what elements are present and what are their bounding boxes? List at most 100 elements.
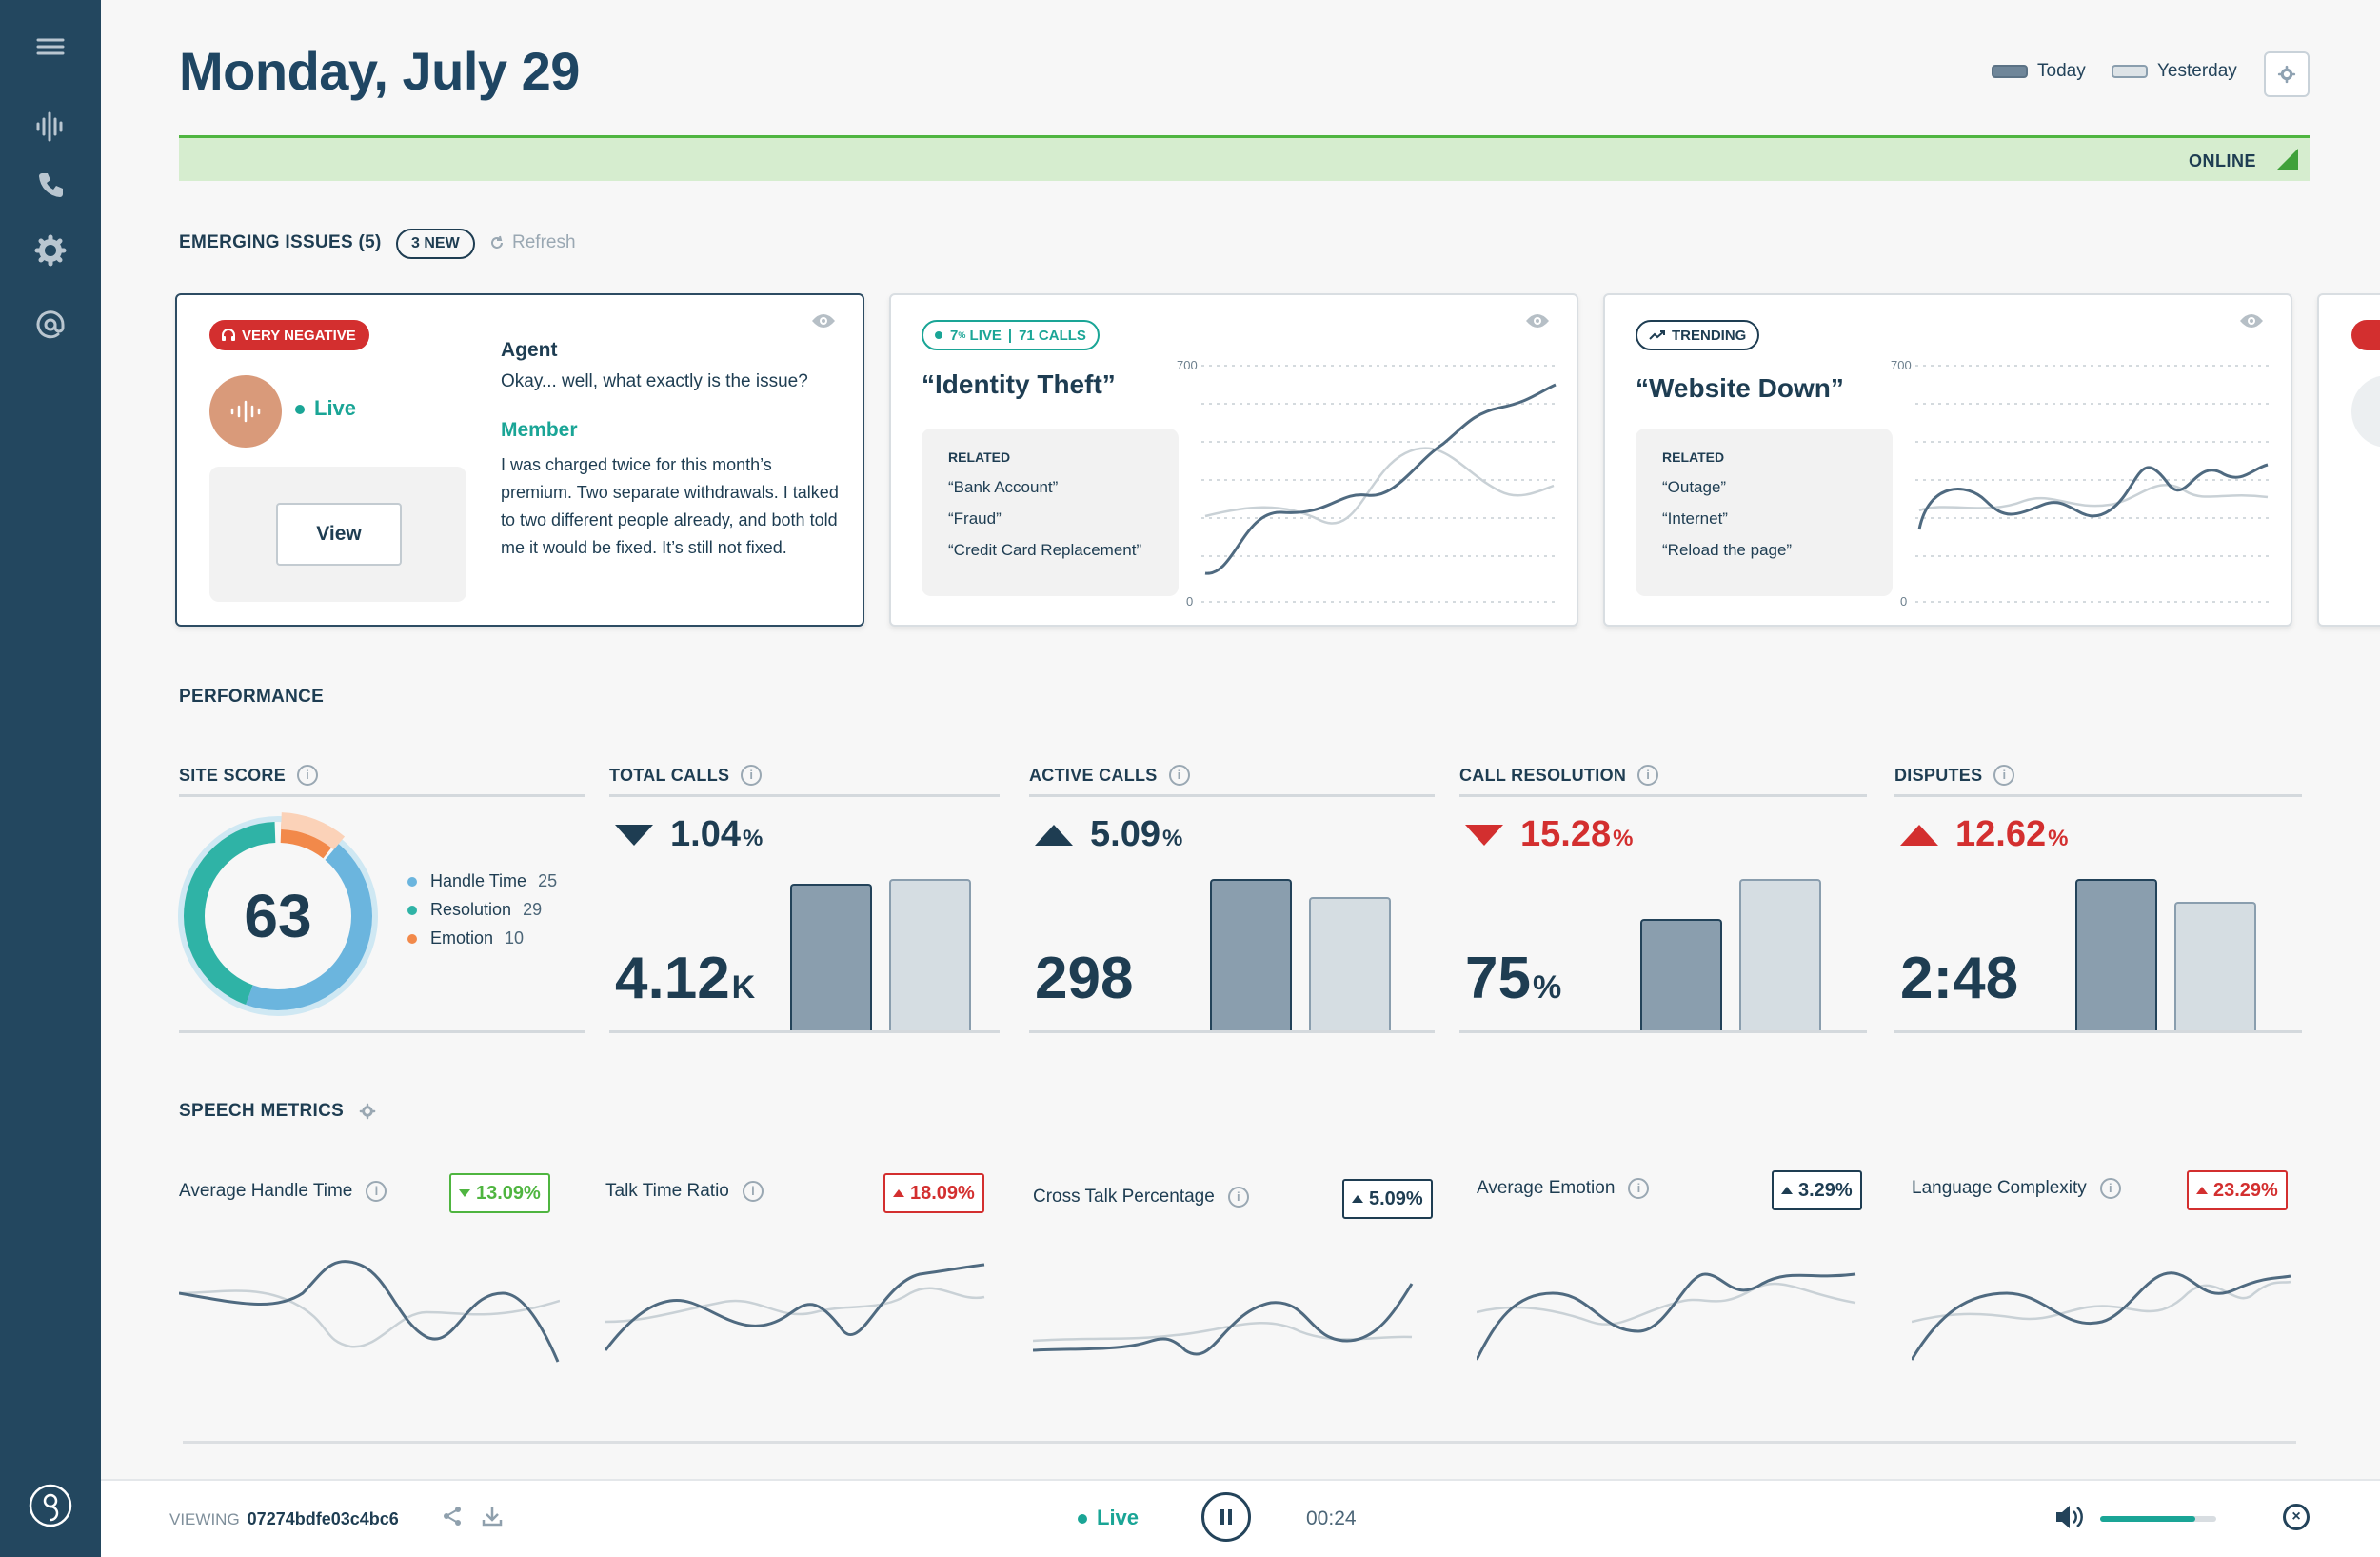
eye-icon[interactable] — [811, 312, 836, 334]
metric-number: 2:48 — [1900, 946, 2019, 1011]
new-badge[interactable]: 3 NEW — [396, 229, 475, 259]
issue-card-website-down[interactable]: TRENDING “Website Down” RELATED “Outage”… — [1603, 293, 2292, 627]
info-icon[interactable]: i — [1993, 765, 2015, 786]
speech-metric-badge: 18.09% — [883, 1173, 984, 1213]
issue-card-call[interactable]: VERY NEGATIVE Live View Agent Okay... we… — [175, 293, 864, 627]
viewing-info: VIEWING 07274bdfe03c4bc6 — [169, 1509, 399, 1529]
menu-icon[interactable] — [29, 25, 72, 69]
related-item[interactable]: “Outage” — [1662, 478, 1727, 496]
refresh-label: Refresh — [512, 232, 576, 252]
metric-delta-value: 1.04 — [670, 814, 741, 854]
issue-card-identity-theft[interactable]: 7% LIVE | 71 CALLS “Identity Theft” RELA… — [889, 293, 1578, 627]
metric-delta-unit: % — [742, 825, 764, 851]
metric-rule — [1894, 794, 2302, 797]
trending-pill: TRENDING — [1636, 320, 1760, 350]
arrow-up-icon — [1781, 1187, 1793, 1194]
issue-card-partial[interactable] — [2317, 293, 2380, 627]
speech-metric-sparkline — [1477, 1272, 1856, 1361]
related-item[interactable]: “Internet” — [1662, 509, 1728, 528]
waveform-icon[interactable] — [29, 105, 72, 149]
site-score-header: SITE SCORE i — [179, 765, 319, 786]
performance-label: PERFORMANCE — [179, 687, 325, 707]
close-button[interactable]: × — [2283, 1504, 2310, 1530]
yesterday-line — [1204, 447, 1555, 525]
speech-metric-badge: 5.09% — [1342, 1179, 1433, 1219]
today-swatch — [1992, 65, 2028, 78]
today-line — [1204, 383, 1557, 575]
volume-slider[interactable] — [2100, 1516, 2216, 1522]
pause-button[interactable] — [1201, 1492, 1251, 1542]
share-icon[interactable] — [442, 1506, 463, 1531]
member-label: Member — [501, 419, 578, 441]
related-item[interactable]: “Fraud” — [948, 509, 1002, 528]
metric-number: 298 — [1035, 946, 1134, 1011]
pause-icon — [1220, 1509, 1232, 1525]
today-line — [1917, 463, 2269, 530]
live-dot — [1078, 1514, 1087, 1525]
bar-yesterday — [1309, 897, 1391, 1031]
signal-icon — [2277, 149, 2298, 170]
metric-label: ACTIVE CALLS — [1029, 765, 1158, 785]
live-label: Live — [1097, 1506, 1140, 1529]
download-icon[interactable] — [482, 1506, 503, 1531]
refresh-button[interactable]: Refresh — [489, 232, 576, 253]
bar-yesterday — [1739, 879, 1821, 1031]
info-icon[interactable]: i — [1227, 1187, 1249, 1208]
donut-emotion-segment — [280, 822, 336, 859]
emotion-dot — [407, 933, 417, 944]
trend-chart: 700 0 — [1891, 358, 2271, 606]
speech-metric-label: Language Complexity — [1912, 1178, 2087, 1198]
related-item[interactable]: “Bank Account” — [948, 478, 1059, 496]
info-icon[interactable]: i — [742, 1181, 764, 1202]
gear-icon[interactable] — [357, 1101, 378, 1122]
legend-yesterday-label: Yesterday — [2157, 61, 2237, 81]
settings-button[interactable] — [2264, 51, 2310, 97]
speech-metric-sparkline — [605, 1263, 985, 1351]
view-button[interactable]: View — [276, 503, 402, 566]
live-percent: 7 — [950, 327, 959, 344]
info-icon[interactable]: i — [741, 765, 763, 786]
eye-icon[interactable] — [1525, 312, 1550, 334]
metric-delta-value: 12.62 — [1955, 814, 2047, 854]
speech-metric-label: Cross Talk Percentage — [1033, 1187, 1215, 1207]
at-sign-icon[interactable] — [29, 303, 72, 347]
playback-footer: VIEWING 07274bdfe03c4bc6 Live 00:24 × — [101, 1479, 2380, 1557]
metric-delta-unit: % — [2048, 825, 2069, 851]
speech-metric-badge: 13.09% — [449, 1173, 550, 1213]
speech-metric-sparkline — [1912, 1271, 2291, 1361]
eye-icon[interactable] — [2239, 312, 2264, 334]
info-icon[interactable]: i — [1168, 765, 1190, 786]
logo-icon[interactable] — [27, 1482, 74, 1529]
metric-value: 75% — [1465, 945, 1561, 1012]
yesterday-line — [1918, 484, 2269, 512]
live-label: LIVE — [969, 327, 1002, 344]
gear-icon[interactable] — [29, 229, 72, 272]
volume-icon[interactable] — [2054, 1504, 2083, 1535]
info-icon[interactable]: i — [297, 765, 319, 786]
speech-metric-badge: 3.29% — [1772, 1170, 1862, 1210]
handle-time-dot — [407, 876, 417, 887]
related-item[interactable]: “Reload the page” — [1662, 541, 1793, 559]
yesterday-line — [1477, 1282, 1856, 1326]
viewing-label: VIEWING — [169, 1510, 240, 1528]
arrow-down-icon — [1465, 824, 1503, 846]
metric-label: TOTAL CALLS — [609, 765, 730, 785]
phone-icon[interactable] — [29, 164, 72, 208]
y-max-label: 700 — [1177, 358, 1198, 372]
metric-suffix: K — [731, 969, 756, 1006]
live-status-label: Live — [314, 396, 357, 420]
live-status: Live — [295, 396, 356, 421]
metric-label: CALL RESOLUTION — [1459, 765, 1627, 785]
legend-today: Today — [1992, 61, 2086, 82]
member-transcript: I was charged twice for this month’s pre… — [501, 455, 839, 557]
info-icon[interactable]: i — [2099, 1178, 2121, 1199]
related-item[interactable]: “Credit Card Replacement” — [948, 541, 1142, 559]
pill-divider: | — [1007, 327, 1013, 344]
info-icon[interactable]: i — [1637, 765, 1659, 786]
info-icon[interactable]: i — [1628, 1178, 1650, 1199]
info-icon[interactable]: i — [366, 1181, 387, 1202]
speech-metric-change: 18.09% — [910, 1182, 975, 1204]
legend-today-label: Today — [2037, 61, 2086, 81]
metric-rule — [179, 794, 585, 797]
sidebar — [0, 0, 101, 1557]
